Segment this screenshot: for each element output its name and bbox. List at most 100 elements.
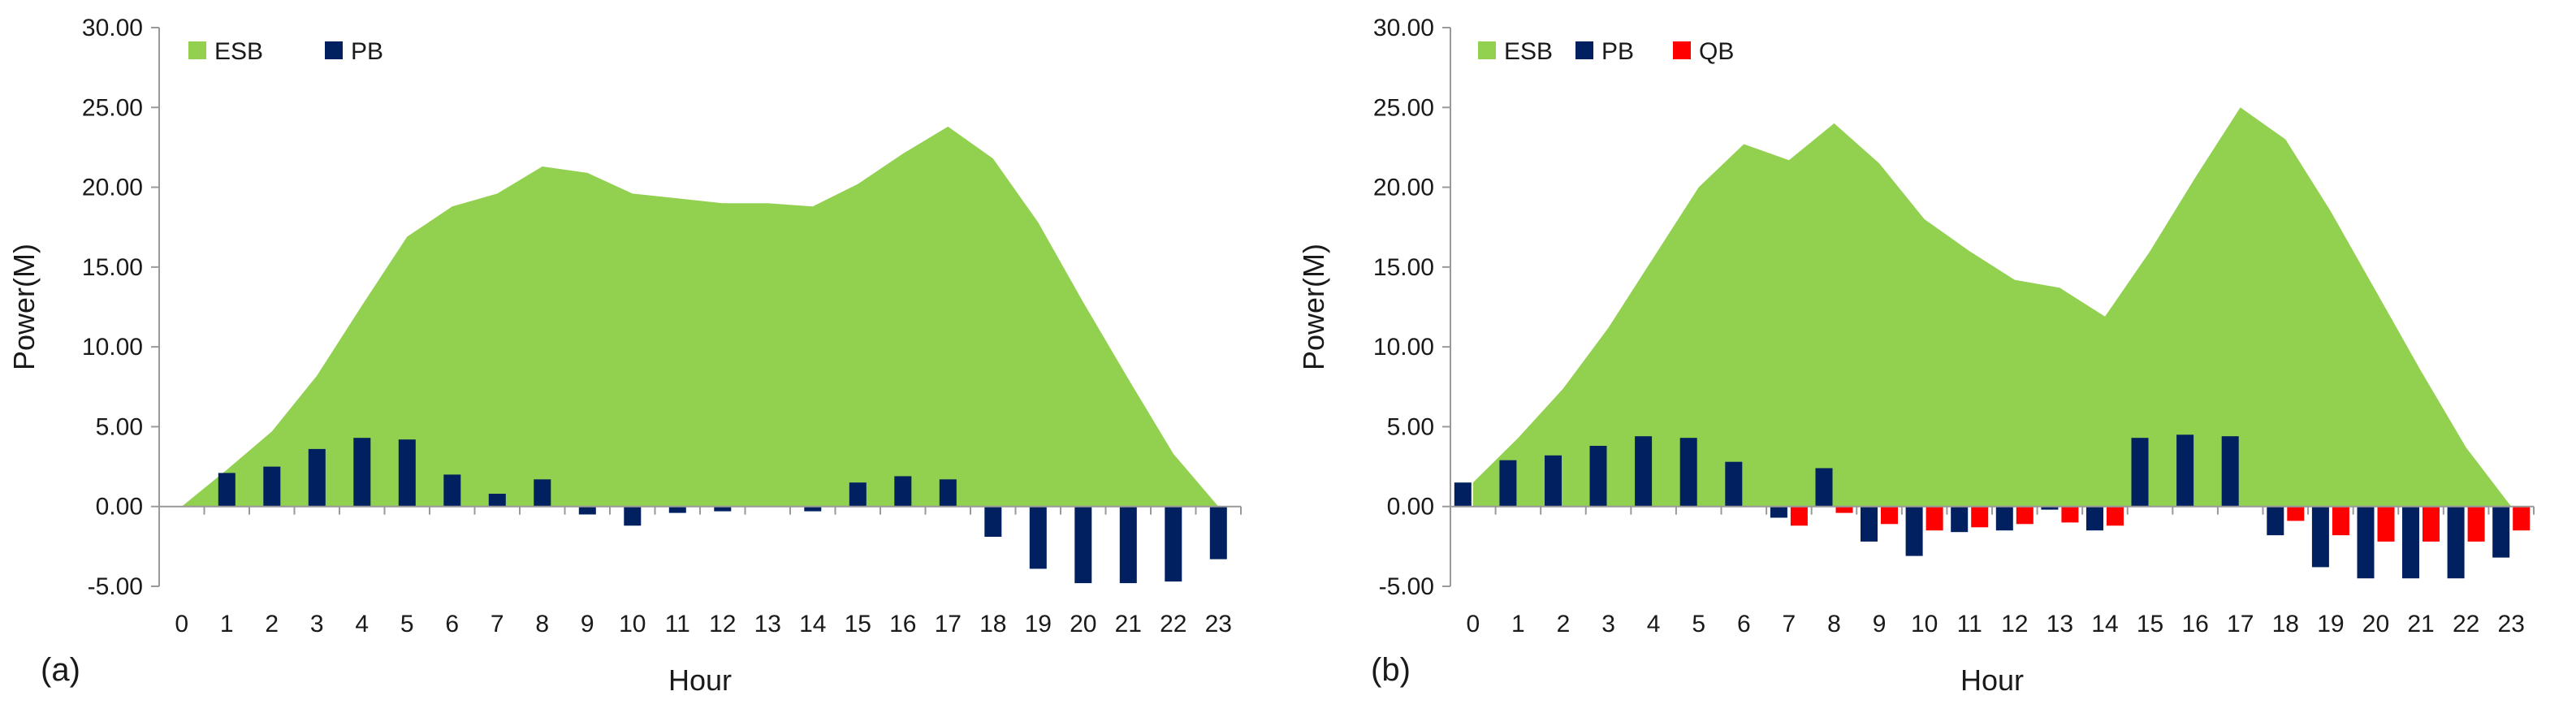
x-tick-label: 0 [1466, 611, 1480, 637]
qb-bar-hour-23 [2513, 506, 2531, 531]
esb-area [1472, 107, 2512, 507]
x-tick-label: 5 [1692, 611, 1705, 637]
x-tick-label: 14 [799, 611, 826, 637]
qb-bar-hour-11 [1971, 506, 1989, 528]
pb-bar-hour-10 [1905, 506, 1923, 556]
chart-panel-b: 30.00 25.00 20.00 15.00 10.00 5.00 0.00 -5.00 0 1… [1297, 15, 2535, 697]
qb-bar-hour-19 [2332, 506, 2349, 536]
x-axis-title: Hour [1960, 663, 2024, 697]
legend-swatch-pb [1575, 41, 1593, 59]
pb-bar-hour-9 [1861, 506, 1878, 542]
x-tick-label: 7 [1783, 611, 1796, 637]
pb-bar-hour-3 [308, 448, 326, 507]
pb-bar-hour-6 [443, 474, 461, 507]
y-tick-label: 30.00 [82, 15, 143, 41]
qb-bar-hour-10 [1926, 506, 1943, 531]
x-tick-label: 3 [310, 611, 324, 637]
legend-label-esb: ESB [1504, 38, 1553, 65]
x-tick-label: 1 [220, 611, 234, 637]
x-tick-label: 15 [845, 611, 871, 637]
panel-label: (a) [41, 652, 80, 688]
x-tick-label: 13 [754, 611, 781, 637]
pb-bar-hour-16 [894, 476, 912, 507]
pb-bar-hour-7 [488, 494, 506, 507]
legend-label-qb: QB [1699, 38, 1734, 65]
pb-bar-hour-12 [714, 506, 732, 512]
pb-bar-hour-8 [1815, 468, 1833, 507]
x-tick-label: 14 [2091, 611, 2118, 637]
pb-bar-hour-1 [1499, 460, 1517, 507]
pb-bar-hour-2 [1545, 455, 1562, 507]
pb-bar-hour-22 [1165, 506, 1182, 582]
x-tick-label: 20 [1070, 611, 1096, 637]
qb-bar-hour-12 [2016, 506, 2034, 525]
x-tick-label: 17 [2227, 611, 2254, 637]
y-tick-label: 5.00 [96, 413, 143, 440]
x-tick-label: 12 [709, 611, 736, 637]
x-tick-label: 12 [2001, 611, 2028, 637]
x-tick-label: 10 [1911, 611, 1938, 637]
y-tick-label: 25.00 [82, 94, 143, 121]
x-tick-label: 4 [1647, 611, 1661, 637]
qb-bar-hour-9 [1881, 506, 1898, 525]
legend-swatch-esb [1478, 41, 1496, 59]
chart-panel-a: 30.00 25.00 20.00 15.00 10.00 5.00 0.00 -5.00 0 1… [7, 15, 1242, 697]
x-tick-label: 18 [2272, 611, 2299, 637]
x-tick-label: 3 [1601, 611, 1615, 637]
legend-swatch-pb [325, 41, 343, 59]
pb-bar-hour-3 [1589, 446, 1607, 507]
y-tick-label: 25.00 [1373, 94, 1434, 121]
pb-bar-hour-8 [534, 479, 551, 507]
pb-bar-hour-7 [1770, 506, 1787, 518]
legend-swatch-qb [1673, 41, 1691, 59]
x-tick-label: 21 [1115, 611, 1142, 637]
x-tick-label: 23 [2498, 611, 2525, 637]
x-tick-label: 19 [1025, 611, 1052, 637]
x-tick-label: 22 [1160, 611, 1186, 637]
y-tick-label: 20.00 [82, 175, 143, 201]
y-axis-title: Power(M) [7, 244, 41, 370]
pb-bar-hour-5 [1679, 438, 1697, 507]
pb-bar-hour-20 [1074, 506, 1092, 584]
legend-label-pb: PB [1601, 38, 1634, 65]
pb-bar-hour-23 [1209, 506, 1227, 560]
pb-bar-hour-14 [2086, 506, 2103, 531]
pb-bar-hour-17 [939, 479, 957, 507]
y-tick-label: 0.00 [1387, 494, 1434, 521]
qb-bar-hour-14 [2107, 506, 2124, 526]
y-tick-label: 0.00 [96, 494, 143, 521]
y-tick-label: -5.00 [88, 573, 143, 600]
legend-swatch-esb [188, 41, 206, 59]
qb-bar-hour-13 [2061, 506, 2079, 523]
pb-bar-hour-11 [668, 506, 686, 513]
x-tick-label: 9 [1873, 611, 1887, 637]
x-tick-label: 18 [979, 611, 1006, 637]
qb-bar-hour-22 [2467, 506, 2485, 542]
pb-bar-hour-20 [2357, 506, 2375, 579]
y-tick-label: 30.00 [1373, 15, 1434, 41]
x-tick-label: 17 [935, 611, 962, 637]
x-tick-label: 2 [1557, 611, 1571, 637]
pb-bar-hour-16 [2176, 434, 2194, 507]
esb-area [181, 126, 1219, 507]
x-tick-label: 16 [889, 611, 916, 637]
y-tick-label: 15.00 [82, 254, 143, 281]
x-tick-label: 0 [175, 611, 188, 637]
panel-label: (b) [1371, 652, 1411, 688]
pb-bar-hour-14 [804, 506, 822, 512]
x-tick-label: 20 [2362, 611, 2389, 637]
x-tick-label: 4 [355, 611, 369, 637]
qb-bar-hour-8 [1835, 506, 1853, 513]
x-tick-label: 6 [445, 611, 459, 637]
y-axis-title: Power(M) [1297, 244, 1330, 370]
qb-bar-hour-21 [2423, 506, 2440, 542]
x-tick-label: 6 [1737, 611, 1751, 637]
pb-bar-hour-1 [218, 473, 236, 507]
x-tick-label: 9 [581, 611, 594, 637]
y-tick-label: 10.00 [82, 334, 143, 361]
pb-bar-hour-13 [2041, 506, 2059, 510]
x-tick-label: 8 [535, 611, 549, 637]
x-tick-label: 13 [2047, 611, 2073, 637]
pb-bar-hour-18 [2267, 506, 2284, 536]
